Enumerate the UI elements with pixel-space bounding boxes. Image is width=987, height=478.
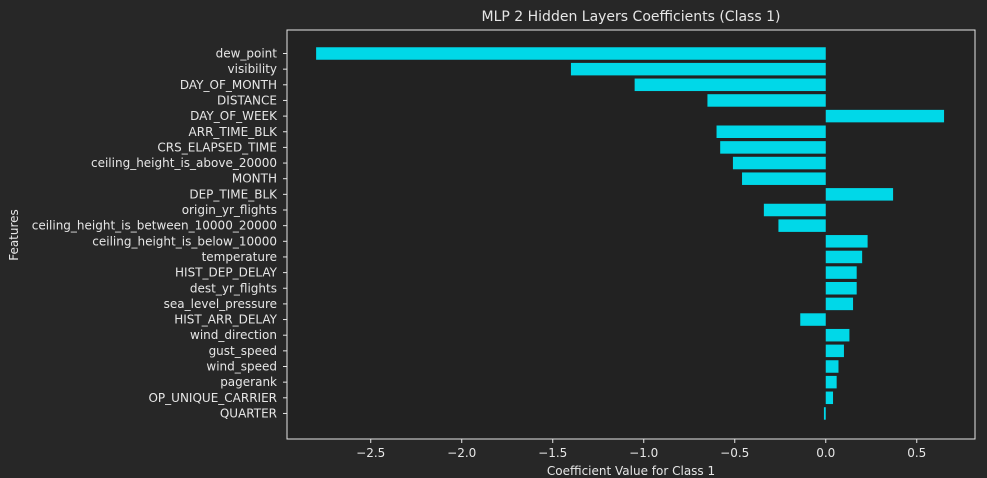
y-axis-label: Features — [7, 209, 21, 261]
plot-frame — [286, 29, 976, 440]
y-tick-label: dest_yr_flights — [190, 281, 277, 295]
y-tick-label: DAY_OF_WEEK — [190, 109, 278, 123]
x-tick-label: −0.5 — [720, 446, 749, 460]
bar-OP_UNIQUE_CARRIER — [825, 391, 834, 405]
bar-wind_speed — [825, 360, 839, 373]
y-tick-label: dew_point — [216, 47, 278, 61]
y-tick-label: ceiling_height_is_between_10000_20000 — [32, 219, 277, 233]
chart-title: MLP 2 Hidden Layers Coefficients (Class … — [482, 9, 781, 25]
bars-group — [316, 47, 945, 420]
x-tick-label: 0.0 — [816, 446, 835, 460]
x-tick-label: −2.0 — [447, 446, 476, 460]
bar-origin_yr_flights — [763, 203, 826, 217]
y-tick-label: QUARTER — [220, 406, 277, 420]
bar-gust_speed — [825, 344, 844, 358]
y-tick-label: HIST_ARR_DELAY — [174, 313, 277, 327]
x-axis-label: Coefficient Value for Class 1 — [547, 464, 715, 478]
bar-temperature — [825, 250, 863, 264]
y-tick-label: CRS_ELAPSED_TIME — [157, 140, 277, 154]
x-tick-label: −1.0 — [629, 446, 658, 460]
y-tick-label: ceiling_height_is_below_10000 — [92, 234, 277, 248]
y-tick-label: DAY_OF_MONTH — [180, 78, 277, 92]
bar-MONTH — [742, 172, 826, 185]
plot-area — [287, 30, 975, 439]
y-tick-label: wind_direction — [190, 328, 277, 342]
bar-HIST_ARR_DELAY — [800, 313, 826, 326]
y-tick-label: ceiling_height_is_above_20000 — [91, 156, 277, 170]
bar-sea_level_pressure — [825, 297, 854, 311]
bar-DAY_OF_WEEK — [825, 109, 945, 123]
y-tick-label: DISTANCE — [217, 93, 277, 107]
y-tick-label: sea_level_pressure — [164, 297, 277, 311]
bar-dew_point — [316, 47, 826, 60]
bar-QUARTER — [823, 407, 826, 420]
bar-HIST_DEP_DELAY — [825, 266, 857, 279]
x-tick-label: 0.5 — [907, 446, 926, 460]
y-tick-label: OP_UNIQUE_CARRIER — [148, 391, 277, 405]
y-tick-label: HIST_DEP_DELAY — [175, 266, 278, 280]
bar-pagerank — [825, 375, 837, 389]
y-tick-label: temperature — [202, 250, 277, 264]
bar-DEP_TIME_BLK — [825, 188, 894, 201]
y-tick-label: visibility — [228, 62, 277, 76]
y-tick-label: wind_speed — [206, 360, 277, 374]
bar-ceiling_height_is_above_20000 — [732, 156, 826, 170]
bar-DISTANCE — [707, 94, 826, 107]
x-ticks-group: −2.5 −2.0 −1.5 −1.0 −0.5 0.0 0.5 — [356, 439, 926, 460]
bar-dest_yr_flights — [825, 282, 857, 295]
y-tick-label: gust_speed — [209, 344, 277, 358]
bar-ARR_TIME_BLK — [716, 125, 826, 138]
bar-wind_direction — [825, 328, 850, 342]
x-tick-label: −1.5 — [538, 446, 567, 460]
y-tick-label: MONTH — [232, 172, 277, 186]
bar-ceiling_height_is_between_10000_20000 — [778, 219, 826, 232]
y-tick-label: origin_yr_flights — [182, 203, 277, 217]
bar-ceiling_height_is_below_10000 — [825, 235, 868, 248]
y-tick-label: ARR_TIME_BLK — [189, 125, 279, 139]
bar-visibility — [570, 62, 826, 76]
y-tick-label: DEP_TIME_BLK — [189, 187, 278, 201]
x-tick-label: −2.5 — [356, 446, 385, 460]
bar-CRS_ELAPSED_TIME — [720, 141, 826, 154]
bar-DAY_OF_MONTH — [634, 78, 826, 92]
y-tick-label: pagerank — [220, 375, 277, 389]
